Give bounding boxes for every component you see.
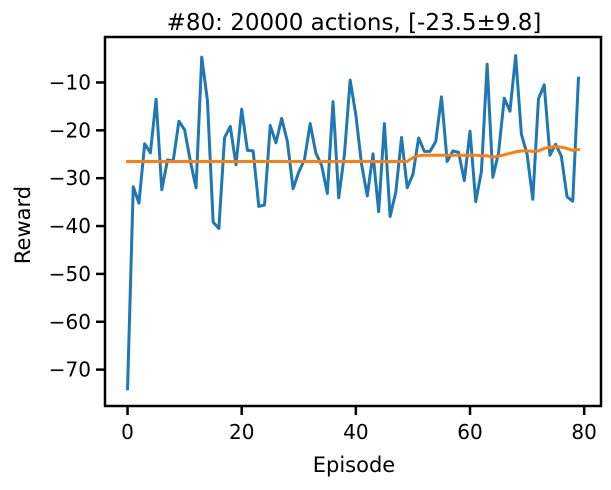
- y-axis: −70 −60 −50 −40 −30 −20 −10: [49, 70, 105, 382]
- y-tick-label: −40: [49, 214, 91, 238]
- x-tick-label: 60: [457, 420, 482, 444]
- plot-area: [126, 54, 581, 391]
- x-tick-label: 40: [343, 420, 368, 444]
- y-tick-label: −30: [49, 166, 91, 190]
- x-tick-label: 80: [571, 420, 596, 444]
- x-tick-label: 0: [121, 420, 134, 444]
- y-tick-label: −70: [49, 358, 91, 382]
- x-axis-label: Episode: [313, 453, 395, 477]
- x-tick-label: 20: [229, 420, 254, 444]
- chart-title: #80: 20000 actions, [-23.5±9.8]: [167, 10, 542, 36]
- series-line-0: [126, 54, 581, 391]
- x-axis: 0 20 40 60 80: [121, 406, 597, 444]
- axes-frame: [103, 35, 603, 408]
- y-tick-label: −10: [49, 70, 91, 94]
- y-tick-label: −20: [49, 118, 91, 142]
- plot-border: [103, 35, 603, 408]
- y-axis-label: Reward: [11, 186, 35, 264]
- y-tick-label: −50: [49, 262, 91, 286]
- y-tick-label: −60: [49, 310, 91, 334]
- series-line-1: [126, 145, 581, 163]
